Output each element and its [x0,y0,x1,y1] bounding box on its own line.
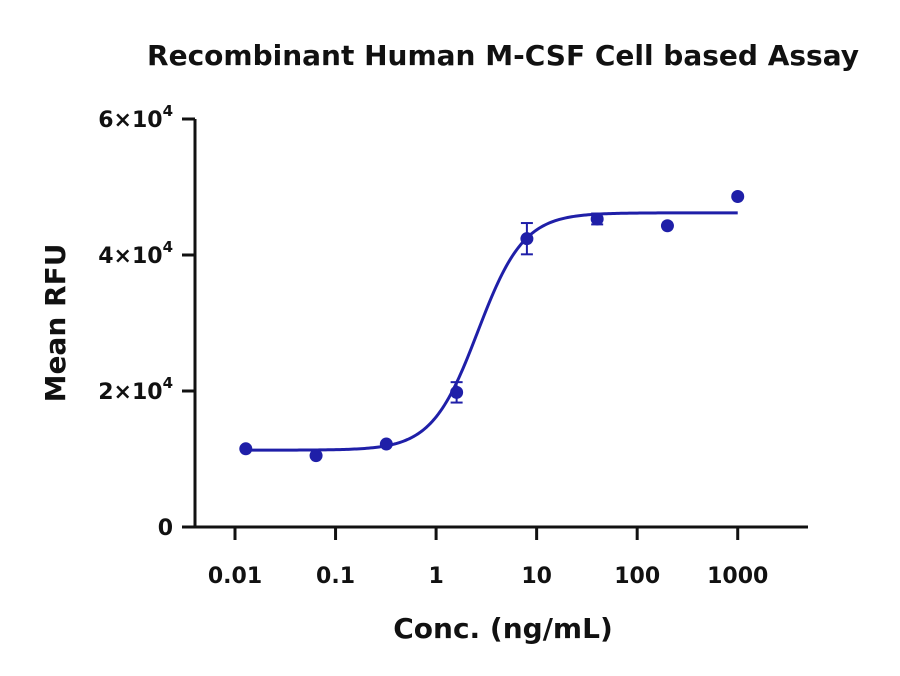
data-point [239,442,253,456]
data-point [520,232,534,246]
data-point [731,190,745,204]
y-tick-label: 2×104 [98,374,173,405]
data-point [379,437,393,451]
fit-curve [245,211,738,452]
chart-title: Recombinant Human M-CSF Cell based Assay [147,39,859,72]
x-tick-label: 0.01 [208,564,262,589]
y-tick-label: 4×104 [98,238,173,269]
data-point [660,219,674,233]
y-axis-ticks: 0 2×104 4×104 6×104 [98,102,195,541]
x-tick-label: 1 [428,564,443,589]
fit-curve-group [245,211,738,452]
x-tick-label: 0.1 [316,564,355,589]
x-tick-label: 100 [614,564,660,589]
x-axis-label: Conc. (ng/mL) [393,612,613,645]
x-tick-label: 1000 [707,564,768,589]
x-axis-ticks: 0.01 0.1 1 10 100 1000 [208,527,768,589]
y-tick-label: 0 [158,516,173,541]
y-tick-label: 6×104 [98,102,173,133]
data-points-group [239,190,745,463]
data-point [590,212,604,226]
x-tick-label: 10 [521,564,552,589]
data-point [450,385,464,399]
data-point [309,449,323,463]
y-axis-label: Mean RFU [39,244,72,403]
